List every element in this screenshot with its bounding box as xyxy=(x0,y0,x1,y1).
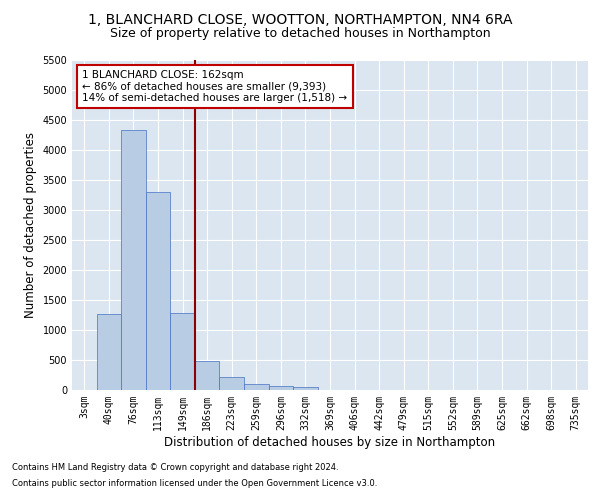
Text: Contains HM Land Registry data © Crown copyright and database right 2024.: Contains HM Land Registry data © Crown c… xyxy=(12,464,338,472)
Bar xyxy=(293,386,318,390)
Text: Contains public sector information licensed under the Open Government Licence v3: Contains public sector information licen… xyxy=(12,478,377,488)
Bar xyxy=(146,192,170,390)
Text: 1 BLANCHARD CLOSE: 162sqm
← 86% of detached houses are smaller (9,393)
14% of se: 1 BLANCHARD CLOSE: 162sqm ← 86% of detac… xyxy=(82,70,347,103)
Text: 1, BLANCHARD CLOSE, WOOTTON, NORTHAMPTON, NN4 6RA: 1, BLANCHARD CLOSE, WOOTTON, NORTHAMPTON… xyxy=(88,12,512,26)
Y-axis label: Number of detached properties: Number of detached properties xyxy=(24,132,37,318)
Text: Size of property relative to detached houses in Northampton: Size of property relative to detached ho… xyxy=(110,28,490,40)
Bar xyxy=(170,312,195,390)
Bar xyxy=(195,360,220,390)
Bar xyxy=(121,130,146,390)
X-axis label: Distribution of detached houses by size in Northampton: Distribution of detached houses by size … xyxy=(164,436,496,448)
Bar xyxy=(244,384,269,390)
Bar xyxy=(97,314,121,390)
Bar xyxy=(220,377,244,390)
Bar xyxy=(269,386,293,390)
